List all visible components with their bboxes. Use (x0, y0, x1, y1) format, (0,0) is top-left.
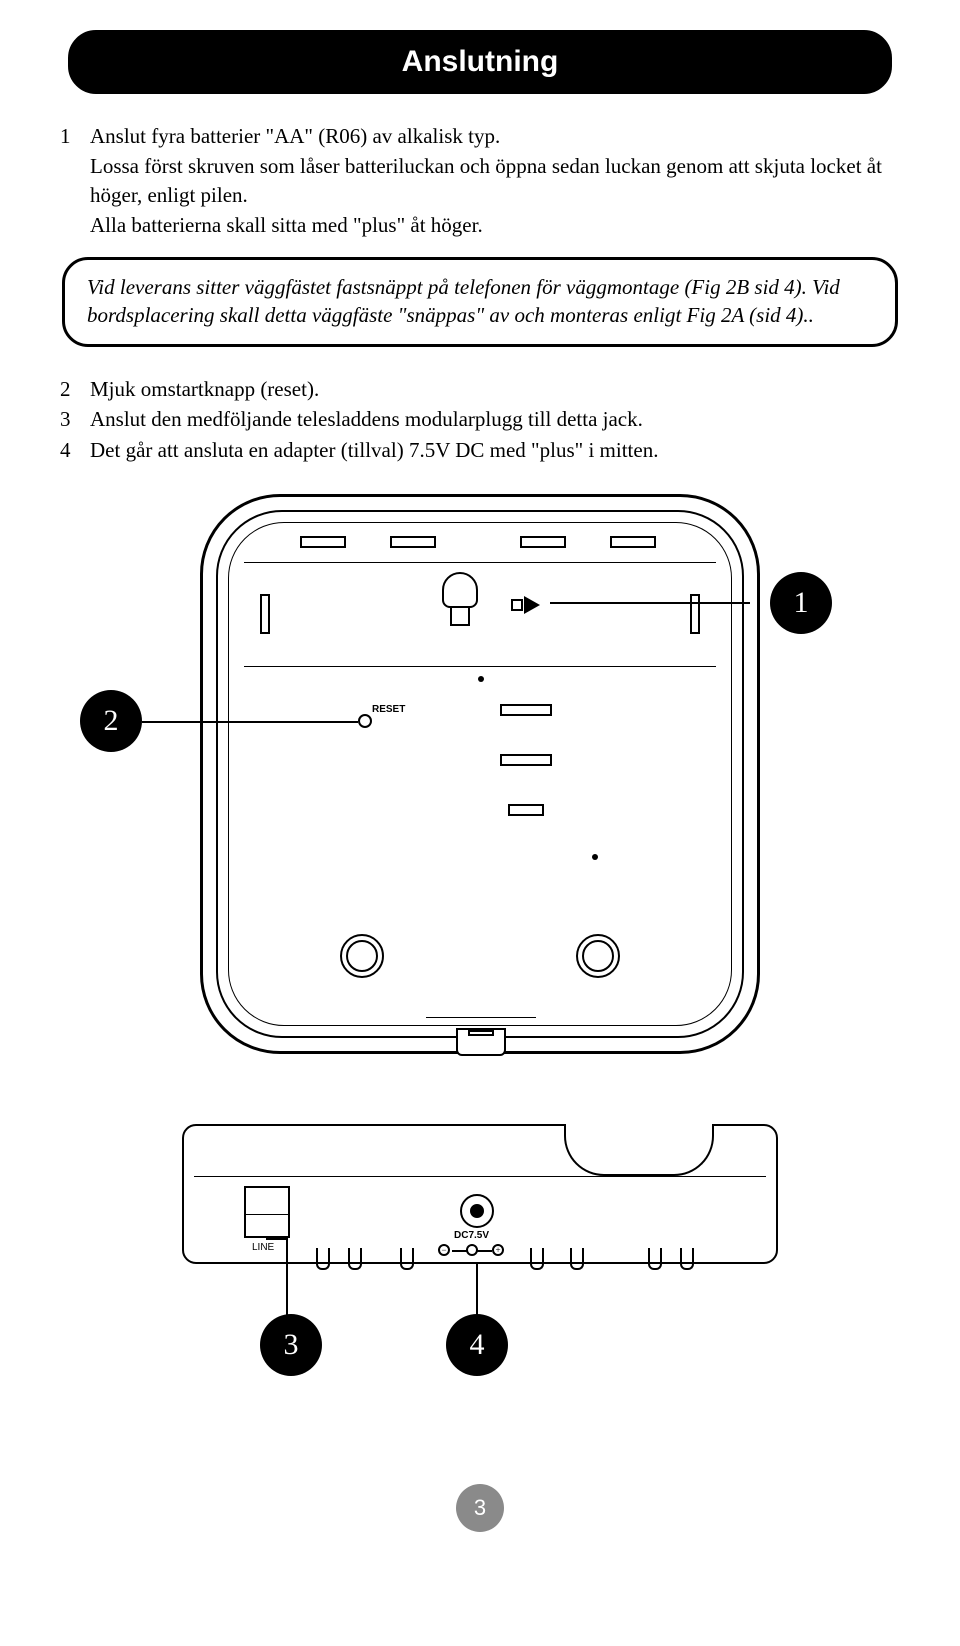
vent-slot (508, 804, 544, 816)
callout-leader (550, 602, 750, 604)
callout-badge-4: 4 (446, 1314, 508, 1376)
list-item: 3 Anslut den medföljande telesladdens mo… (60, 405, 900, 433)
item-number: 2 (60, 375, 90, 403)
page-root: Anslutning 1 Anslut fyra batterier "AA" … (0, 0, 960, 1572)
list-item: 4 Det går att ansluta en adapter (tillva… (60, 436, 900, 464)
vent-slot (300, 536, 346, 548)
item-number: 3 (60, 405, 90, 433)
item-number (60, 152, 90, 209)
item-text: Lossa först skruven som låser batteriluc… (90, 152, 900, 209)
instruction-list-1: 1 Anslut fyra batterier "AA" (R06) av al… (60, 122, 900, 239)
polarity-minus: − (438, 1244, 450, 1256)
polarity-center (466, 1244, 478, 1256)
wall-mount-keyhole (438, 572, 482, 632)
callout-badge-2: 2 (80, 690, 142, 752)
bottom-tab-slot (468, 1030, 494, 1036)
device-rear-view: RESET (200, 494, 760, 1054)
reset-hole (358, 714, 372, 728)
list-item: 2 Mjuk omstartknapp (reset). (60, 375, 900, 403)
device-side-view: LINE DC7.5V − + (170, 1114, 790, 1314)
foot (316, 1248, 330, 1270)
foot (570, 1248, 584, 1270)
panel-divider (244, 562, 716, 563)
section-title: Anslutning (68, 30, 892, 94)
diagram-area: RESET 1 2 (60, 494, 900, 1454)
foot (530, 1248, 544, 1270)
vent-slot (390, 536, 436, 548)
panel-divider (244, 666, 716, 667)
item-number: 1 (60, 122, 90, 150)
item-text: Alla batterierna skall sitta med "plus" … (90, 211, 900, 239)
screw-dot (592, 854, 598, 860)
vent-slot (260, 594, 270, 634)
foot-ring-inner (582, 940, 614, 972)
note-callout: Vid leverans sitter väggfästet fastsnäpp… (62, 257, 898, 346)
item-text: Anslut fyra batterier "AA" (R06) av alka… (90, 122, 900, 150)
item-text: Det går att ansluta en adapter (tillval)… (90, 436, 900, 464)
line-label: LINE (252, 1242, 274, 1253)
list-item: Alla batterierna skall sitta med "plus" … (60, 211, 900, 239)
list-item: 1 Anslut fyra batterier "AA" (R06) av al… (60, 122, 900, 150)
vent-slot (520, 536, 566, 548)
foot (648, 1248, 662, 1270)
side-panel-line (194, 1176, 766, 1177)
polarity-plus: + (492, 1244, 504, 1256)
foot (348, 1248, 362, 1270)
instruction-list-2: 2 Mjuk omstartknapp (reset). 3 Anslut de… (60, 375, 900, 464)
dc-label: DC7.5V (454, 1230, 489, 1241)
panel-line (426, 1017, 536, 1018)
item-text: Anslut den medföljande telesladdens modu… (90, 405, 900, 433)
direction-arrow-icon (510, 590, 550, 620)
foot (400, 1248, 414, 1270)
reset-label: RESET (372, 704, 405, 715)
screw-dot (478, 676, 484, 682)
foot (680, 1248, 694, 1270)
vent-slot (610, 536, 656, 548)
item-number: 4 (60, 436, 90, 464)
callout-badge-1: 1 (770, 572, 832, 634)
item-text: Mjuk omstartknapp (reset). (90, 375, 900, 403)
callout-leader (266, 1238, 288, 1240)
line-jack (244, 1186, 290, 1238)
list-item: Lossa först skruven som låser batteriluc… (60, 152, 900, 209)
handset-cradle-notch (564, 1124, 714, 1176)
jack-line (244, 1214, 290, 1215)
callout-badge-3: 3 (260, 1314, 322, 1376)
foot-ring-inner (346, 940, 378, 972)
vent-slot (690, 594, 700, 634)
vent-slot (500, 704, 552, 716)
vent-slot (500, 754, 552, 766)
page-number-badge: 3 (456, 1484, 504, 1532)
item-number (60, 211, 90, 239)
dc-jack-pin (470, 1204, 484, 1218)
callout-leader (142, 721, 358, 723)
